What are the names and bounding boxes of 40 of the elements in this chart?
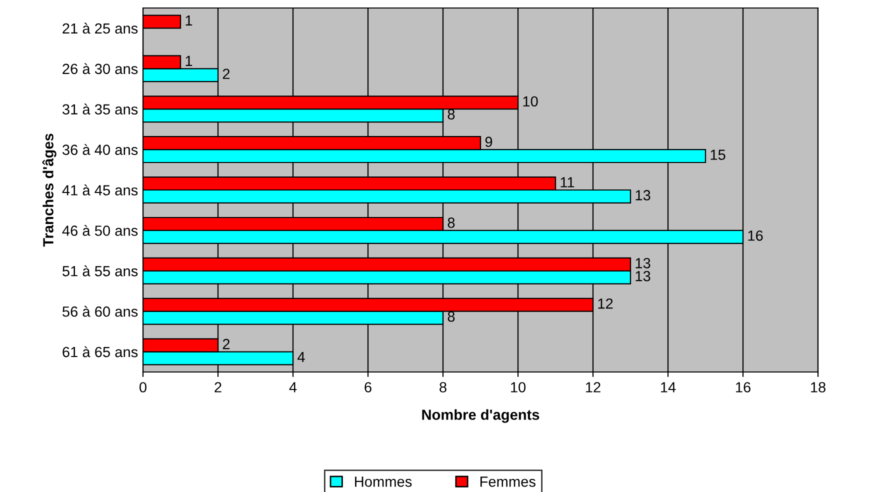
data-label: 9	[485, 136, 492, 147]
y-tick-label: 41 à 45 ans	[62, 184, 138, 196]
x-tick-label: 16	[736, 382, 750, 392]
x-tick-label: 2	[214, 382, 222, 392]
x-tick-label: 4	[289, 382, 297, 392]
y-tick-label: 56 à 60 ans	[62, 306, 138, 317]
x-tick-label: 8	[440, 382, 446, 392]
y-tick-label: 21 à 25 ans	[62, 22, 138, 34]
x-tick-label: 6	[364, 382, 372, 392]
data-label: 1	[186, 56, 192, 66]
data-label: 4	[298, 352, 305, 362]
data-label: 1	[186, 15, 192, 26]
y-tick-label: 46 à 50 ans	[62, 224, 138, 236]
x-axis-title: Nombre d'agents	[422, 409, 540, 423]
data-label: 2	[222, 68, 230, 79]
data-label: 8	[448, 218, 455, 228]
y-tick-label: 26 à 30 ans	[62, 63, 138, 74]
y-tick-label: 61 à 65 ans	[62, 346, 138, 358]
data-label: 10	[523, 96, 538, 107]
data-label: 13	[636, 190, 650, 200]
y-tick-label: 51 à 55 ans	[62, 265, 138, 276]
data-label: 11	[560, 177, 574, 188]
x-tick-label: 12	[586, 382, 600, 392]
y-tick-label: 31 à 35 ans	[62, 104, 138, 115]
y-axis-title: Tranches d'âges	[42, 134, 56, 247]
x-tick-label: 10	[511, 382, 526, 392]
data-label: 13	[636, 270, 650, 282]
data-label: 12	[598, 298, 613, 309]
x-tick-label: 18	[811, 382, 826, 392]
x-tick-label: 0	[140, 382, 146, 392]
y-tick-label: 36 à 40 ans	[62, 144, 138, 155]
data-label: 8	[448, 311, 455, 322]
data-label: 15	[710, 150, 726, 160]
data-label: 8	[448, 109, 455, 120]
data-label: 16	[748, 230, 763, 241]
data-label: 13	[636, 258, 650, 268]
legend-label: Femmes	[480, 476, 536, 487]
data-label: 2	[222, 338, 230, 350]
x-tick-label: 14	[661, 382, 676, 392]
legend-label: Hommes	[355, 476, 412, 487]
